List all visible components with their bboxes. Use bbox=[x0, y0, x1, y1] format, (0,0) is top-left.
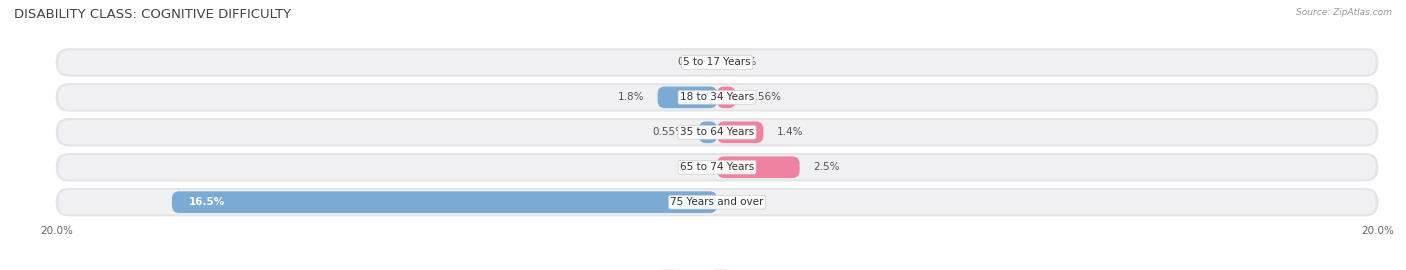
FancyBboxPatch shape bbox=[717, 86, 735, 108]
Text: Source: ZipAtlas.com: Source: ZipAtlas.com bbox=[1296, 8, 1392, 17]
Text: 0.0%: 0.0% bbox=[678, 58, 704, 68]
FancyBboxPatch shape bbox=[56, 119, 1378, 146]
Text: 65 to 74 Years: 65 to 74 Years bbox=[681, 162, 754, 172]
Text: 2.5%: 2.5% bbox=[813, 162, 839, 172]
Text: 0.0%: 0.0% bbox=[730, 197, 756, 207]
Text: 75 Years and over: 75 Years and over bbox=[671, 197, 763, 207]
Text: DISABILITY CLASS: COGNITIVE DIFFICULTY: DISABILITY CLASS: COGNITIVE DIFFICULTY bbox=[14, 8, 291, 21]
Text: 16.5%: 16.5% bbox=[188, 197, 225, 207]
FancyBboxPatch shape bbox=[59, 50, 1375, 75]
FancyBboxPatch shape bbox=[59, 155, 1375, 180]
Text: 0.55%: 0.55% bbox=[652, 127, 686, 137]
FancyBboxPatch shape bbox=[172, 191, 717, 213]
FancyBboxPatch shape bbox=[56, 84, 1378, 111]
FancyBboxPatch shape bbox=[717, 122, 763, 143]
Text: 0.0%: 0.0% bbox=[678, 162, 704, 172]
Text: 0.0%: 0.0% bbox=[730, 58, 756, 68]
FancyBboxPatch shape bbox=[59, 85, 1375, 110]
Legend: Male, Female: Male, Female bbox=[658, 266, 776, 270]
Text: 5 to 17 Years: 5 to 17 Years bbox=[683, 58, 751, 68]
Text: 1.8%: 1.8% bbox=[617, 92, 644, 102]
FancyBboxPatch shape bbox=[56, 154, 1378, 181]
Text: 1.4%: 1.4% bbox=[776, 127, 803, 137]
FancyBboxPatch shape bbox=[56, 49, 1378, 76]
Text: 18 to 34 Years: 18 to 34 Years bbox=[681, 92, 754, 102]
FancyBboxPatch shape bbox=[658, 86, 717, 108]
FancyBboxPatch shape bbox=[59, 190, 1375, 214]
FancyBboxPatch shape bbox=[59, 120, 1375, 144]
Text: 35 to 64 Years: 35 to 64 Years bbox=[681, 127, 754, 137]
FancyBboxPatch shape bbox=[699, 122, 717, 143]
FancyBboxPatch shape bbox=[56, 188, 1378, 216]
Text: 0.56%: 0.56% bbox=[749, 92, 782, 102]
FancyBboxPatch shape bbox=[717, 156, 800, 178]
